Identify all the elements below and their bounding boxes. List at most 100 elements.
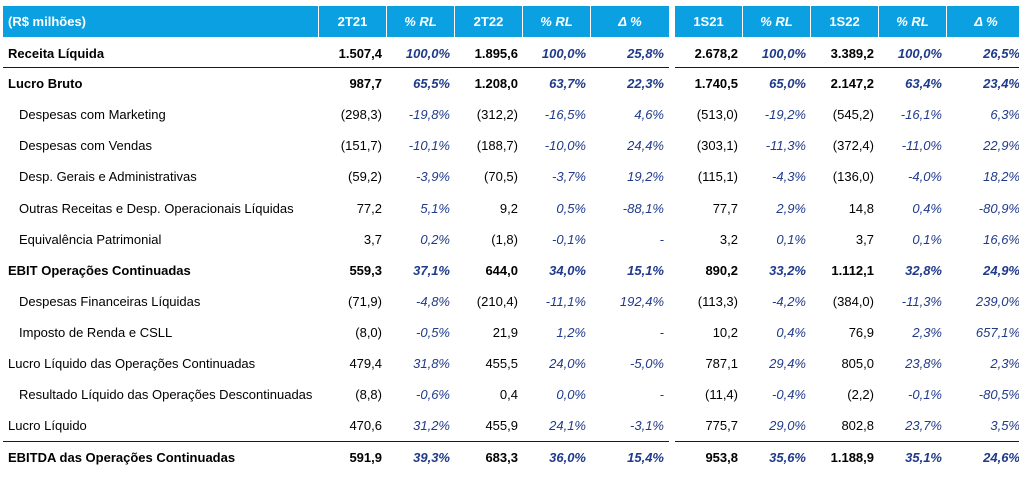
value-cell: 805,0 bbox=[841, 355, 874, 371]
value-cell: 10,2 bbox=[712, 324, 738, 340]
percent-cell: -16,1% bbox=[900, 107, 942, 123]
value-cell: 559,3 bbox=[349, 262, 382, 278]
percent-cell: 0,4% bbox=[776, 324, 806, 340]
percent-cell: -11,3% bbox=[765, 138, 806, 154]
percent-cell: - bbox=[659, 231, 664, 247]
row-label: Despesas com Marketing bbox=[19, 107, 166, 123]
percent-cell: 0,2% bbox=[420, 231, 450, 247]
column-gap bbox=[669, 68, 675, 100]
value-cell: 644,0 bbox=[485, 262, 518, 278]
percent-cell: -80,9% bbox=[978, 200, 1019, 216]
value-cell: (1,8) bbox=[491, 231, 518, 247]
value-cell: 775,7 bbox=[705, 418, 738, 434]
value-cell: 953,8 bbox=[675, 441, 743, 472]
percent-cell: 23,7% bbox=[905, 418, 942, 434]
percent-cell: 2,3% bbox=[990, 355, 1019, 371]
percent-cell: 6,3% bbox=[990, 107, 1019, 123]
value-cell: (115,1) bbox=[697, 169, 738, 185]
percent-cell: -88,1% bbox=[622, 200, 664, 216]
header-2t21: 2T21 bbox=[319, 6, 387, 37]
row-label: Lucro Bruto bbox=[8, 76, 83, 92]
percent-cell: 0,0% bbox=[556, 387, 586, 403]
percent-cell: 100,0% bbox=[523, 37, 591, 69]
header-delta-pct: Δ % bbox=[591, 6, 669, 37]
table-row: Lucro Líquido 470,6 31,2% 455,9 24,1% -3,1% 77… bbox=[3, 410, 1019, 442]
value-cell: 1.507,4 bbox=[319, 37, 387, 69]
percent-cell: 24,0% bbox=[549, 355, 586, 371]
value-cell: 683,3 bbox=[455, 441, 523, 472]
value-cell: (2,2) bbox=[847, 387, 874, 403]
value-cell: (210,4) bbox=[476, 293, 518, 309]
header-pct-rl: % RL bbox=[387, 6, 455, 37]
value-cell: (513,0) bbox=[696, 107, 738, 123]
value-cell: (545,2) bbox=[832, 107, 874, 123]
percent-cell: 100,0% bbox=[387, 37, 455, 69]
table-row: Despesas Financeiras Líquidas (71,9) -4,8%… bbox=[3, 285, 1019, 317]
value-cell: 1.112,1 bbox=[831, 262, 874, 278]
row-label: EBITDA das Operações Continuadas bbox=[3, 441, 319, 472]
column-gap bbox=[669, 410, 675, 442]
value-cell: (151,7) bbox=[340, 138, 382, 154]
row-label: Lucro Líquido das Operações Continuadas bbox=[8, 355, 256, 371]
value-cell: (8,0) bbox=[355, 324, 382, 340]
value-cell: 470,6 bbox=[349, 418, 382, 434]
percent-cell: -0,6% bbox=[416, 387, 450, 403]
column-gap bbox=[669, 161, 675, 193]
column-gap bbox=[669, 347, 675, 380]
percent-cell: 100,0% bbox=[743, 37, 811, 69]
column-gap bbox=[669, 285, 675, 317]
percent-cell: 0,1% bbox=[776, 231, 806, 247]
percent-cell: 1,2% bbox=[556, 324, 586, 340]
percent-cell: - bbox=[659, 387, 664, 403]
header-1s21: 1S21 bbox=[675, 6, 743, 37]
table-row: Lucro Líquido das Operações Continuadas 4… bbox=[3, 347, 1019, 380]
column-gap bbox=[669, 379, 675, 411]
percent-cell: -19,8% bbox=[408, 107, 450, 123]
percent-cell: 36,0% bbox=[523, 441, 591, 472]
row-label: Desp. Gerais e Administrativas bbox=[19, 169, 197, 185]
table-row: Receita Líquida 1.507,4 100,0% 1.895,6 100,0… bbox=[3, 37, 1019, 69]
value-cell: 3,2 bbox=[719, 231, 738, 247]
value-cell: 2.147,2 bbox=[830, 76, 874, 92]
unit-label-header: (R$ milhões) bbox=[3, 6, 319, 37]
column-gap bbox=[669, 192, 675, 224]
value-cell: 890,2 bbox=[705, 262, 738, 278]
percent-cell: 34,0% bbox=[549, 262, 586, 278]
row-label: Receita Líquida bbox=[3, 37, 319, 69]
percent-cell: 3,5% bbox=[990, 418, 1019, 434]
value-cell: 479,4 bbox=[349, 355, 382, 371]
column-gap bbox=[669, 99, 675, 131]
percent-cell: -16,5% bbox=[544, 107, 586, 123]
percent-cell: 35,6% bbox=[743, 441, 811, 472]
percent-cell: 4,6% bbox=[634, 107, 664, 123]
column-gap bbox=[669, 223, 675, 255]
percent-cell: 657,1% bbox=[975, 324, 1019, 340]
table-row: Imposto de Renda e CSLL (8,0) -0,5% 21,9 1,2… bbox=[3, 316, 1019, 348]
percent-cell: 33,2% bbox=[769, 262, 806, 278]
percent-cell: 63,7% bbox=[549, 76, 586, 92]
value-cell: (188,7) bbox=[476, 138, 518, 154]
value-cell: (71,9) bbox=[348, 293, 382, 309]
value-cell: 455,9 bbox=[485, 418, 518, 434]
table-row: Outras Receitas e Desp. Operacionais Líq… bbox=[3, 192, 1019, 224]
percent-cell: -4,8% bbox=[416, 293, 450, 309]
percent-cell: 39,3% bbox=[387, 441, 455, 472]
value-cell: (298,3) bbox=[340, 107, 382, 123]
value-cell: (384,0) bbox=[832, 293, 874, 309]
percent-cell: -5,0% bbox=[630, 355, 664, 371]
percent-cell: -11,1% bbox=[545, 293, 586, 309]
percent-cell: -3,1% bbox=[630, 418, 664, 434]
value-cell: 14,8 bbox=[848, 200, 874, 216]
percent-cell: 15,1% bbox=[627, 262, 664, 278]
percent-cell: 63,4% bbox=[905, 76, 942, 92]
percent-cell: 23,8% bbox=[905, 355, 942, 371]
percent-cell: 26,5% bbox=[947, 37, 1019, 69]
percent-cell: 100,0% bbox=[879, 37, 947, 69]
value-cell: (70,5) bbox=[484, 169, 518, 185]
value-cell: (113,3) bbox=[697, 293, 738, 309]
percent-cell: 5,1% bbox=[420, 200, 450, 216]
percent-cell: -4,3% bbox=[772, 169, 806, 185]
table-row: Despesas com Marketing (298,3) -19,8% (312,… bbox=[3, 99, 1019, 131]
percent-cell: -19,2% bbox=[764, 107, 806, 123]
value-cell: 21,9 bbox=[492, 324, 518, 340]
